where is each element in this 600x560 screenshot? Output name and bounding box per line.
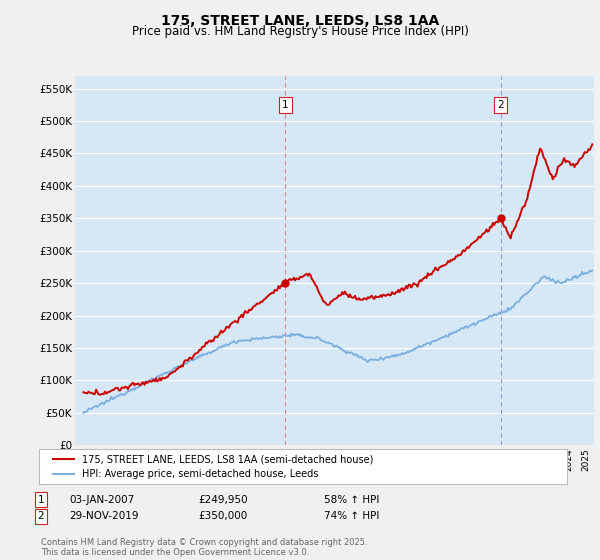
Text: 58% ↑ HPI: 58% ↑ HPI [324, 494, 379, 505]
Text: £249,950: £249,950 [198, 494, 248, 505]
Text: Price paid vs. HM Land Registry's House Price Index (HPI): Price paid vs. HM Land Registry's House … [131, 25, 469, 38]
Text: £350,000: £350,000 [198, 511, 247, 521]
Text: 175, STREET LANE, LEEDS, LS8 1AA: 175, STREET LANE, LEEDS, LS8 1AA [161, 14, 439, 28]
Text: Contains HM Land Registry data © Crown copyright and database right 2025.
This d: Contains HM Land Registry data © Crown c… [41, 538, 367, 557]
Text: 2: 2 [497, 100, 504, 110]
Text: 74% ↑ HPI: 74% ↑ HPI [324, 511, 379, 521]
Text: 1: 1 [282, 100, 289, 110]
Legend: 175, STREET LANE, LEEDS, LS8 1AA (semi-detached house), HPI: Average price, semi: 175, STREET LANE, LEEDS, LS8 1AA (semi-d… [49, 450, 377, 483]
Text: 03-JAN-2007: 03-JAN-2007 [69, 494, 134, 505]
Text: 2: 2 [37, 511, 44, 521]
Text: 29-NOV-2019: 29-NOV-2019 [69, 511, 139, 521]
Text: 1: 1 [37, 494, 44, 505]
